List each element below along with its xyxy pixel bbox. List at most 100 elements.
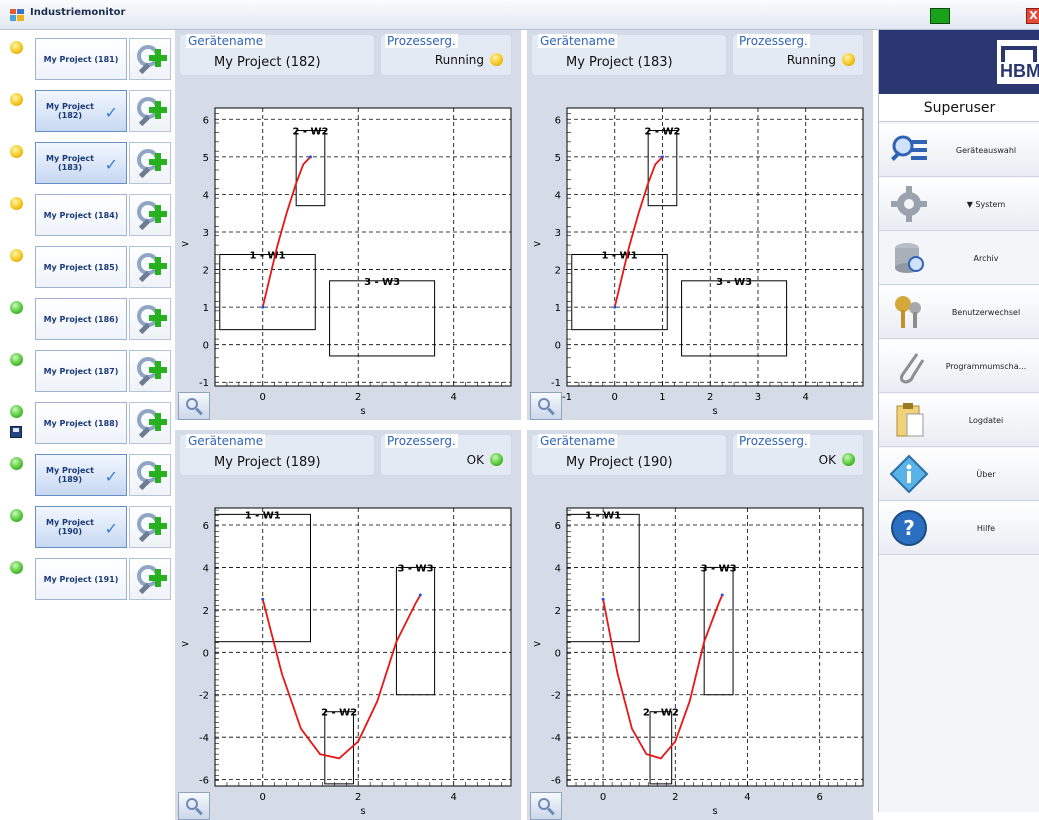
x-tick-label: 4 [451, 392, 457, 403]
y-tick-label: -2 [199, 691, 209, 702]
help-icon: ? [891, 510, 927, 546]
plot-area[interactable]: -1 0 1 2 3 4 -1 0 1 2 3 4 5 6 s >1 - W1 2 - W2 3 - W3 [527, 100, 873, 420]
plot-area[interactable]: 0 2 4 -1 0 1 2 3 4 5 6 s >1 - W1 2 - W2 3 - W3 [175, 100, 521, 420]
y-tick-label: 4 [555, 190, 561, 201]
window-label: 2 - W2 [644, 127, 680, 138]
data-point [660, 155, 664, 159]
sidebar-item-label: Programmumscha... [945, 362, 1027, 371]
plot-area[interactable]: 0 2 4 6 -6 -4 -2 0 2 4 6 s >1 - W1 2 - W2 3 - W3 [527, 500, 873, 820]
process-result-label: Prozesserg. [385, 434, 458, 448]
device-button[interactable]: My Project (188) [35, 402, 127, 444]
device-label: My Project (184) [43, 210, 119, 220]
y-tick-label: 4 [555, 563, 561, 574]
y-tick-label: 5 [203, 153, 209, 164]
window-label: 1 - W1 [245, 510, 281, 521]
process-result-value: OK [818, 453, 836, 467]
selected-check-icon: ✓ [104, 103, 118, 122]
add-device-button[interactable] [129, 350, 171, 392]
sidebar-item[interactable]: Geräteauswahl [879, 124, 1039, 177]
add-device-button[interactable] [129, 506, 171, 548]
zoom-button[interactable] [178, 792, 210, 820]
device-button[interactable]: My Project (187) [35, 350, 127, 392]
device-button[interactable]: My Project (182) ✓ [35, 90, 127, 132]
sidebar-item-label: Geräteauswahl [955, 146, 1017, 155]
add-device-button[interactable] [129, 38, 171, 80]
add-device-button[interactable] [129, 246, 171, 288]
device-name-box: Gerätename My Project (190) [531, 434, 727, 476]
zoom-handle-icon [195, 407, 203, 416]
device-button[interactable]: My Project (190) ✓ [35, 506, 127, 548]
device-label: My Project (186) [43, 314, 119, 324]
plus-icon [149, 101, 167, 119]
add-device-button[interactable] [129, 90, 171, 132]
sidebar-item[interactable]: Archiv [879, 232, 1039, 285]
add-device-button[interactable] [129, 558, 171, 600]
window-titlebar: Industriemonitor X [0, 0, 1039, 30]
clipboard-icon [896, 403, 924, 437]
device-button[interactable]: My Project (181) [35, 38, 127, 80]
process-result-label: Prozesserg. [385, 34, 458, 48]
add-device-button[interactable] [129, 298, 171, 340]
x-tick-label: 0 [260, 392, 266, 403]
sidebar-item-label: Logdatei [968, 416, 1004, 425]
zoom-button[interactable] [530, 792, 562, 820]
sidebar-item[interactable]: ▼ System [879, 178, 1039, 231]
device-label: My Project (187) [43, 366, 119, 376]
device-status-icon [10, 561, 23, 574]
paperclip-icon [899, 353, 925, 384]
data-point [720, 593, 724, 597]
sidebar-item[interactable]: Benutzerwechsel [879, 286, 1039, 339]
add-device-button[interactable] [129, 142, 171, 184]
device-row: My Project (185) [0, 243, 175, 295]
device-button[interactable]: My Project (185) [35, 246, 127, 288]
device-label: My Project (191) [43, 574, 119, 584]
y-tick-label: -2 [551, 691, 561, 702]
x-axis-label: s [712, 406, 717, 417]
y-axis-label: > [181, 639, 189, 650]
x-tick-label: 2 [672, 792, 678, 803]
evaluation-window [329, 280, 436, 357]
measurement-curve [602, 594, 724, 760]
y-tick-label: -6 [199, 776, 209, 787]
device-button[interactable]: My Project (184) [35, 194, 127, 236]
close-button[interactable]: X [1026, 8, 1039, 24]
window-label: 2 - W2 [321, 708, 357, 719]
sidebar-item[interactable]: Über [879, 448, 1039, 501]
zoom-button[interactable] [178, 392, 210, 420]
window-label: 1 - W1 [601, 251, 637, 262]
evaluation-window [571, 254, 668, 331]
device-button[interactable]: My Project (189) ✓ [35, 454, 127, 496]
sidebar-item[interactable]: ? Hilfe [879, 502, 1039, 555]
process-result-value: OK [466, 453, 484, 467]
measurement-curve [261, 156, 312, 308]
device-panel: Gerätename My Project (182) Prozesserg. Run… [175, 30, 521, 420]
x-tick-label: 2 [355, 792, 361, 803]
plus-icon [149, 257, 167, 275]
device-name-label: Gerätename [538, 34, 618, 48]
device-button[interactable]: My Project (183) ✓ [35, 142, 127, 184]
plot-area[interactable]: 0 2 4 -6 -4 -2 0 2 4 6 s >1 - W1 2 - W2 3 - W3 [175, 500, 521, 820]
device-label: My Project (182) [46, 102, 94, 120]
evaluation-window [295, 130, 326, 207]
x-axis-label: s [360, 406, 365, 417]
device-row: My Project (186) [0, 295, 175, 347]
device-button[interactable]: My Project (191) [35, 558, 127, 600]
add-device-button[interactable] [129, 454, 171, 496]
window-label: 2 - W2 [643, 708, 679, 719]
zoom-button[interactable] [530, 392, 562, 420]
add-device-button[interactable] [129, 402, 171, 444]
device-button[interactable]: My Project (186) [35, 298, 127, 340]
y-tick-label: 5 [555, 153, 561, 164]
sidebar-item[interactable]: Programmumscha... [879, 340, 1039, 393]
selected-check-icon: ✓ [104, 155, 118, 174]
device-search-icon [891, 135, 927, 161]
device-status-icon [10, 301, 23, 314]
archive-icon [895, 243, 924, 273]
sidebar-item[interactable]: Logdatei [879, 394, 1039, 447]
device-row: My Project (182) ✓ [0, 87, 175, 139]
device-panel: Gerätename My Project (183) Prozesserg. Run… [527, 30, 873, 420]
data-point [308, 155, 312, 159]
add-device-button[interactable] [129, 194, 171, 236]
